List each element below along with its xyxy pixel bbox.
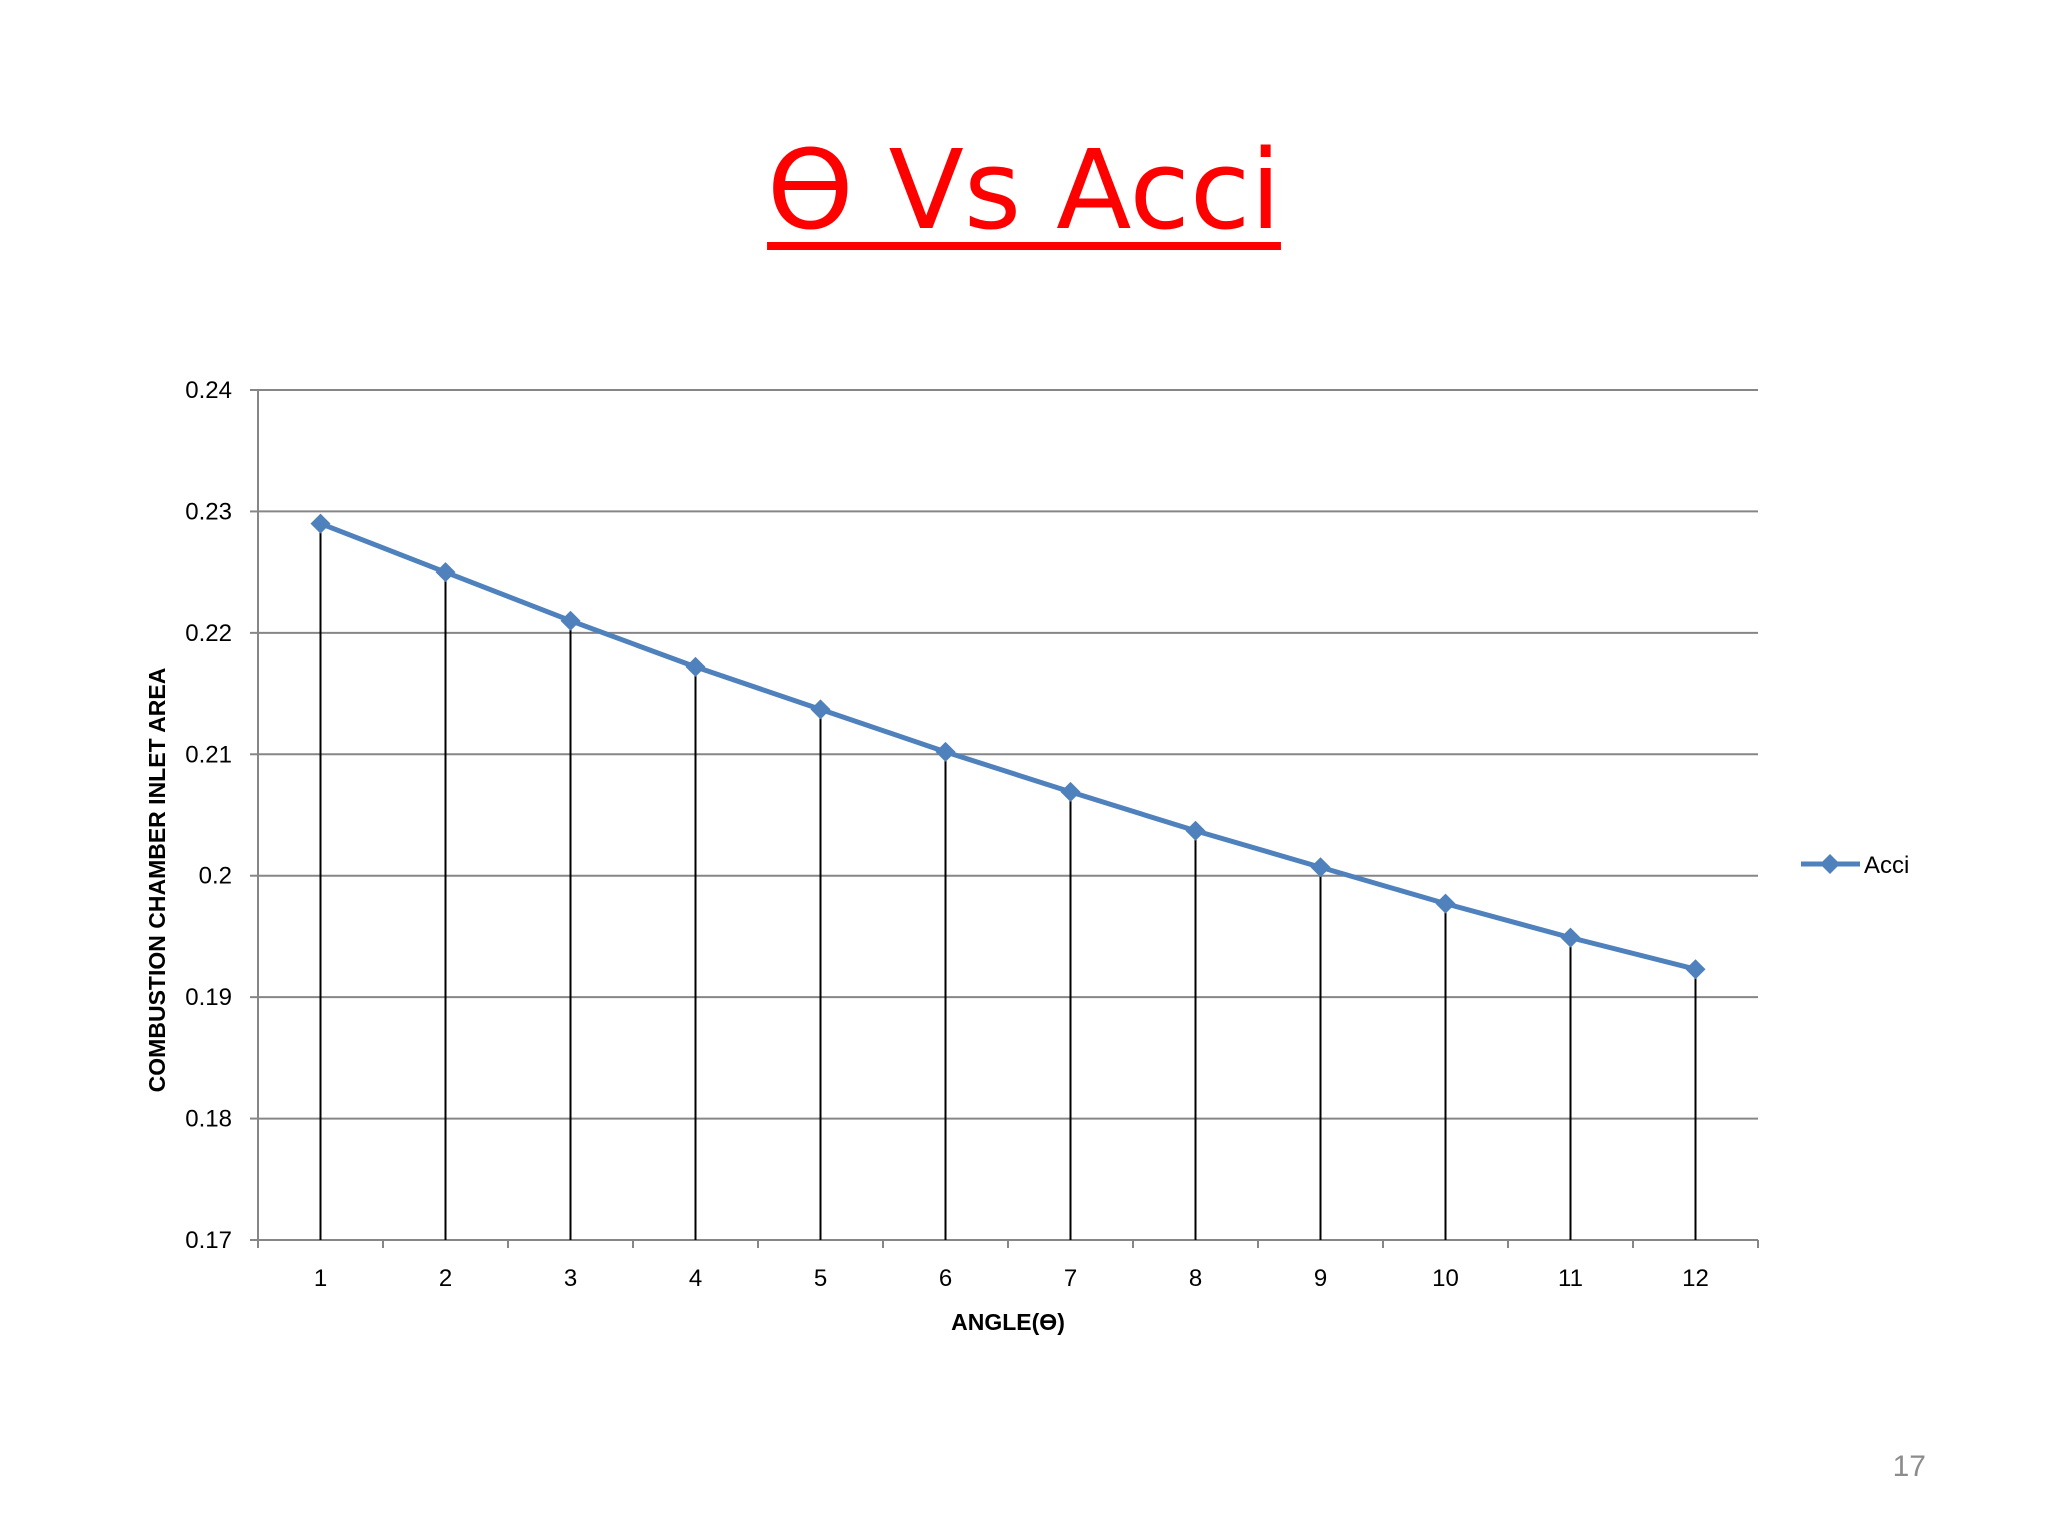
axes — [250, 389, 1759, 1248]
x-tick-labels: 1 2 3 4 5 6 7 8 9 10 11 12 — [314, 1265, 1709, 1292]
series-acci — [310, 513, 1706, 980]
drop-lines — [319, 523, 1697, 1240]
x-tick-label: 8 — [1189, 1265, 1202, 1292]
x-tick-label: 7 — [1064, 1265, 1077, 1292]
data-point-marker — [435, 562, 456, 583]
x-tick-label: 5 — [814, 1265, 827, 1292]
data-point-marker — [810, 699, 831, 720]
y-tick-label: 0.24 — [185, 377, 232, 404]
y-tick-label: 0.19 — [185, 984, 232, 1011]
x-tick-label: 4 — [689, 1265, 702, 1292]
data-point-marker — [1310, 857, 1331, 878]
y-tick-label: 0.21 — [185, 741, 232, 768]
data-point-marker — [1060, 781, 1081, 802]
data-point-marker — [1685, 959, 1706, 980]
y-tick-labels: 0.24 0.23 0.22 0.21 0.2 0.19 0.18 0.17 — [185, 377, 232, 1254]
x-tick-label: 3 — [564, 1265, 577, 1292]
y-tick-label: 0.17 — [185, 1227, 232, 1254]
gridlines — [258, 389, 1758, 1120]
slide-title: ϴ Vs Acci — [767, 126, 1281, 254]
x-tick-label: 6 — [939, 1265, 952, 1292]
legend-marker-diamond-icon — [1820, 854, 1840, 874]
y-axis-title: COMBUSTION CHAMBER INLET AREA — [144, 668, 170, 1093]
data-point-marker — [560, 610, 581, 631]
x-tick-label: 11 — [1558, 1265, 1583, 1292]
y-tick-label: 0.18 — [185, 1106, 232, 1133]
data-point-marker — [935, 741, 956, 762]
legend-label-acci: Acci — [1864, 852, 1909, 879]
legend: Acci — [1801, 852, 1909, 879]
y-tick-label: 0.22 — [185, 620, 232, 647]
page-number: 17 — [1892, 1450, 1926, 1483]
x-axis-title: ANGLE(ϴ) — [951, 1309, 1065, 1335]
series-line-acci — [319, 521, 1697, 972]
x-tick-label: 12 — [1682, 1265, 1709, 1292]
data-point-marker — [1560, 927, 1581, 948]
x-tick-label: 1 — [314, 1265, 327, 1292]
data-point-marker — [1435, 893, 1456, 914]
x-tick-label: 10 — [1432, 1265, 1459, 1292]
y-tick-label: 0.2 — [199, 863, 232, 890]
data-point-marker — [1185, 820, 1206, 841]
data-point-marker — [685, 656, 706, 677]
x-tick-label: 2 — [439, 1265, 452, 1292]
y-tick-label: 0.23 — [185, 498, 232, 525]
data-point-marker — [310, 513, 331, 534]
x-tick-label: 9 — [1314, 1265, 1327, 1292]
